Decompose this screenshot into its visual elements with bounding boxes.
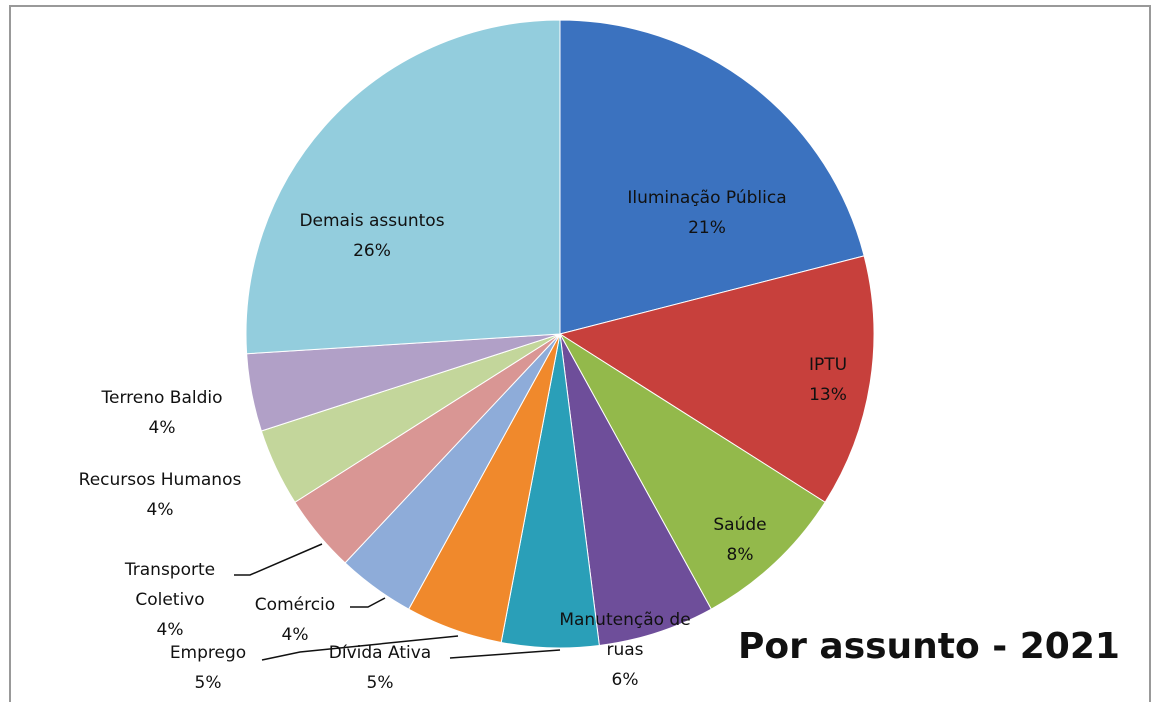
slice-label: Demais assuntos 26% [272, 206, 472, 266]
frame [9, 5, 1151, 702]
pie-slice [558, 255, 875, 503]
category-label: Iluminação Pública [627, 188, 787, 208]
slice-label: Saúde 8% [700, 510, 780, 570]
category-label: Transporte Coletivo [124, 560, 216, 610]
category-label: Saúde [713, 515, 767, 535]
pie-slice [559, 19, 865, 335]
slice-label: Transporte Coletivo 4% [105, 555, 235, 645]
category-label: Emprego [169, 643, 247, 663]
value-label: 5% [194, 673, 222, 693]
leader-lines [234, 543, 561, 661]
value-label: 26% [353, 241, 391, 261]
value-label: 4% [148, 418, 176, 438]
slice-label: Emprego 5% [148, 638, 268, 698]
category-label: Manutenção de ruas [559, 610, 691, 660]
category-label: Terreno Baldio [101, 388, 223, 408]
value-label: 13% [809, 385, 847, 405]
category-label: Demais assuntos [299, 211, 445, 231]
value-label: 21% [688, 218, 726, 238]
slice-label: Dívida Ativa 5% [310, 638, 450, 698]
slice-label: Comércio 4% [235, 590, 355, 650]
pie-slice [245, 19, 561, 355]
chart-title: Por assunto - 2021 [738, 626, 1120, 667]
value-label: 8% [726, 545, 754, 565]
slice-label: Terreno Baldio 4% [72, 383, 252, 443]
category-label: Dívida Ativa [328, 643, 432, 663]
value-label: 4% [146, 500, 174, 520]
value-label: 4% [156, 620, 184, 640]
slice-label: Manutenção de ruas 6% [555, 605, 695, 695]
value-label: 5% [366, 673, 394, 693]
slice-label: IPTU 13% [788, 350, 868, 410]
category-label: IPTU [808, 355, 848, 375]
value-label: 6% [611, 670, 639, 690]
pie-slice [559, 333, 826, 610]
value-label: 4% [281, 625, 309, 645]
slice-label: Iluminação Pública 21% [597, 183, 817, 243]
category-label: Recursos Humanos [78, 470, 242, 490]
pie-slice [559, 333, 712, 647]
slice-label: Recursos Humanos 4% [45, 465, 275, 525]
category-label: Comércio [254, 595, 336, 615]
